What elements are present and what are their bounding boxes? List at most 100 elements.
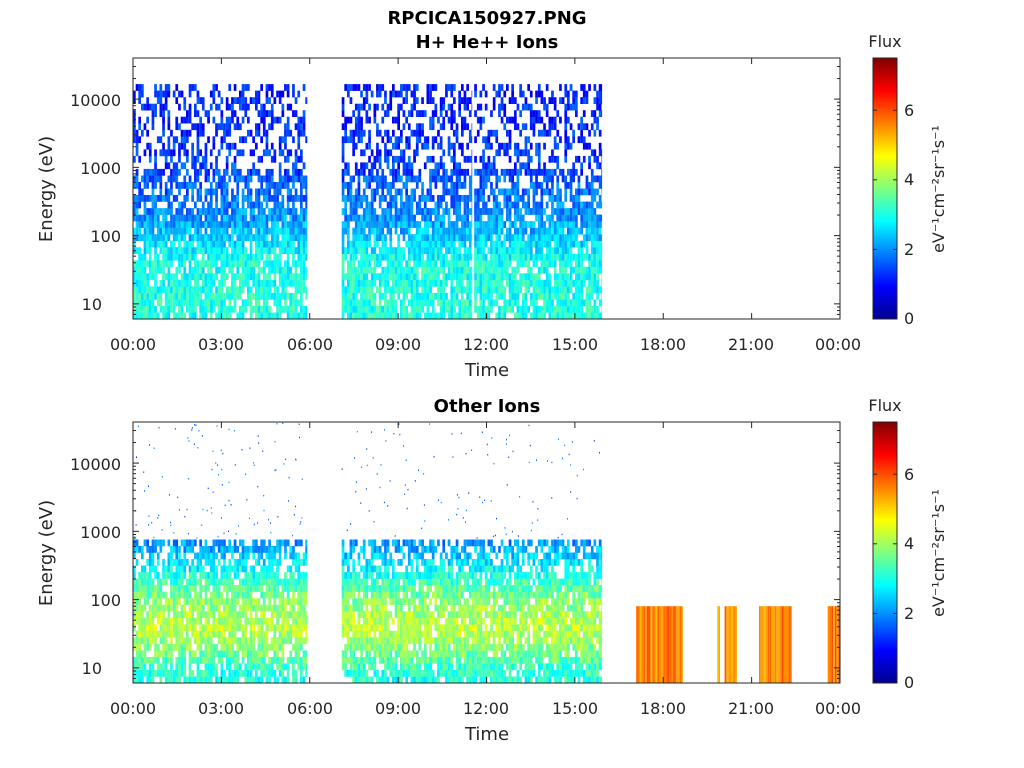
heatmap-cell (506, 299, 509, 307)
heatmap-cell (431, 123, 435, 131)
heatmap-cell (201, 279, 205, 287)
heatmap-cell (276, 305, 279, 313)
heatmap-cell (514, 214, 517, 222)
heatmap-cell (431, 240, 435, 248)
heatmap-cell (191, 234, 194, 241)
heatmap-cell (186, 214, 189, 222)
heatmap-cell (498, 149, 501, 157)
heatmap-cell (284, 84, 287, 91)
heatmap-cell (255, 656, 258, 664)
heatmap-cell (146, 676, 149, 684)
heatmap-cell (431, 221, 435, 228)
heatmap-cell (434, 168, 438, 176)
heatmap-cell (148, 305, 152, 313)
heatmap-cell (151, 630, 155, 638)
heatmap-cell (148, 168, 152, 176)
heatmap-cell (357, 110, 361, 117)
heatmap-cell (141, 676, 144, 684)
heatmap-cell (466, 286, 469, 294)
heatmap-cell (162, 103, 165, 111)
heatmap-cell (569, 208, 573, 215)
heatmap-cell (239, 168, 242, 176)
heatmap-cell (516, 208, 520, 215)
heatmap-cell (601, 97, 603, 104)
heatmap-cell (204, 142, 208, 150)
heatmap-cell (188, 110, 192, 117)
heatmap-cell (394, 312, 398, 320)
heatmap-cell (397, 214, 400, 222)
heatmap-cell (349, 175, 353, 183)
heatmap-cell (201, 273, 205, 281)
heatmap-cell (170, 552, 173, 560)
heatmap-cell (455, 136, 459, 144)
heatmap-cell (556, 305, 560, 313)
heatmap-cell (598, 103, 602, 111)
heatmap-cell (196, 552, 200, 560)
y-tick-labels-1: 10 100 1000 10000 (70, 91, 121, 314)
heatmap-cell (479, 247, 483, 254)
heatmap-cell (220, 598, 224, 605)
heatmap-cell (492, 129, 496, 137)
heatmap-cell (474, 240, 477, 248)
heatmap-cell (394, 221, 398, 228)
heatmap-cell (484, 305, 488, 313)
heatmap-cell (178, 578, 181, 586)
heatmap-cell (257, 227, 261, 235)
heatmap-cell (159, 539, 163, 547)
heatmap-cell (376, 168, 379, 176)
heatmap-cell (410, 312, 414, 320)
heatmap-cell (370, 214, 374, 222)
heatmap-cell (445, 247, 448, 254)
y-tick-label: 10000 (70, 91, 121, 110)
heatmap-cell (225, 663, 229, 671)
heatmap-cell (249, 221, 253, 228)
heatmap-cell (556, 155, 560, 163)
heatmap-cell (490, 110, 493, 117)
heatmap-cell (400, 208, 403, 215)
heatmap-cell (402, 214, 406, 222)
heatmap-cell (447, 305, 451, 313)
heatmap-cell (468, 182, 472, 189)
heatmap-cell (231, 227, 234, 235)
heatmap-cell (284, 286, 287, 294)
heatmap-cell (265, 195, 269, 202)
heatmap-cell (172, 195, 176, 202)
heatmap-cell (514, 312, 517, 320)
heatmap-cell (516, 312, 520, 320)
heatmap-cell (521, 253, 525, 261)
heatmap-cell (300, 253, 303, 261)
heatmap-cell (162, 670, 165, 677)
heatmap-cell (521, 312, 525, 320)
heatmap-cell (450, 240, 454, 248)
heatmap-cell (148, 240, 152, 248)
heatmap-cell (537, 168, 541, 176)
heatmap-cell (294, 123, 298, 131)
heatmap-cell (582, 208, 586, 215)
heatmap-cell (167, 279, 171, 287)
heatmap-cell (474, 292, 477, 300)
heatmap-cell (257, 168, 261, 176)
heatmap-cell (183, 149, 187, 157)
heatmap-cell (178, 123, 181, 131)
heatmap-cell (514, 182, 517, 189)
heatmap-cell (215, 643, 218, 651)
heatmap-cell (133, 286, 136, 294)
heatmap-cell (582, 299, 586, 307)
heatmap-cell (154, 670, 157, 677)
heatmap-cell (260, 201, 263, 209)
heatmap-cell (463, 97, 467, 104)
heatmap-cell (537, 149, 541, 157)
heatmap-cell (255, 546, 258, 553)
heatmap-cell (241, 97, 245, 104)
heatmap-cell (569, 240, 573, 248)
heatmap-cell (418, 312, 422, 320)
heatmap-cell (524, 123, 528, 131)
heatmap-cell (212, 260, 216, 268)
heatmap-cell (394, 227, 398, 235)
heatmap-cell (188, 624, 192, 632)
heatmap-cell (265, 292, 269, 300)
heatmap-cell (170, 129, 173, 137)
heatmap-cell (167, 110, 171, 117)
heatmap-cell (244, 670, 248, 677)
heatmap-cell (141, 585, 144, 592)
